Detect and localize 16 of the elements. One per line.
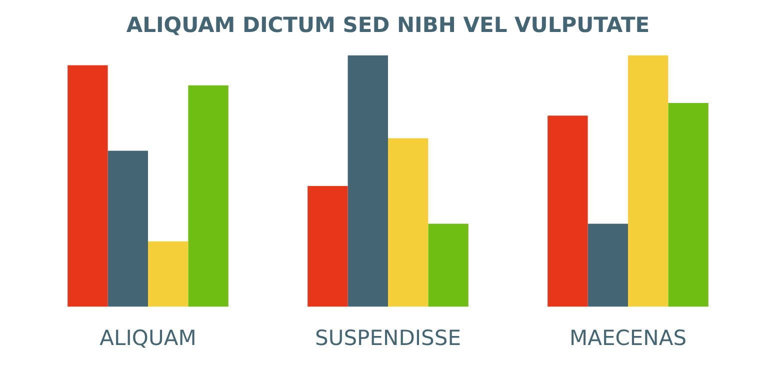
bar: [188, 85, 228, 307]
bar: [388, 138, 428, 307]
x-tick-label: ALIQUAM: [100, 326, 196, 350]
bar: [628, 55, 668, 307]
bar: [308, 186, 348, 307]
bar: [148, 241, 188, 307]
bar: [588, 224, 628, 307]
bar: [348, 55, 388, 307]
bar: [428, 224, 468, 307]
bar: [668, 103, 708, 307]
x-tick-label: SUSPENDISSE: [315, 326, 461, 350]
x-tick-label: MAECENAS: [569, 326, 687, 350]
bar: [548, 116, 588, 307]
bar: [108, 150, 148, 307]
chart-title: ALIQUAM DICTUM SED NIBH VEL VULPUTATE: [126, 13, 650, 38]
bar: [68, 65, 108, 307]
